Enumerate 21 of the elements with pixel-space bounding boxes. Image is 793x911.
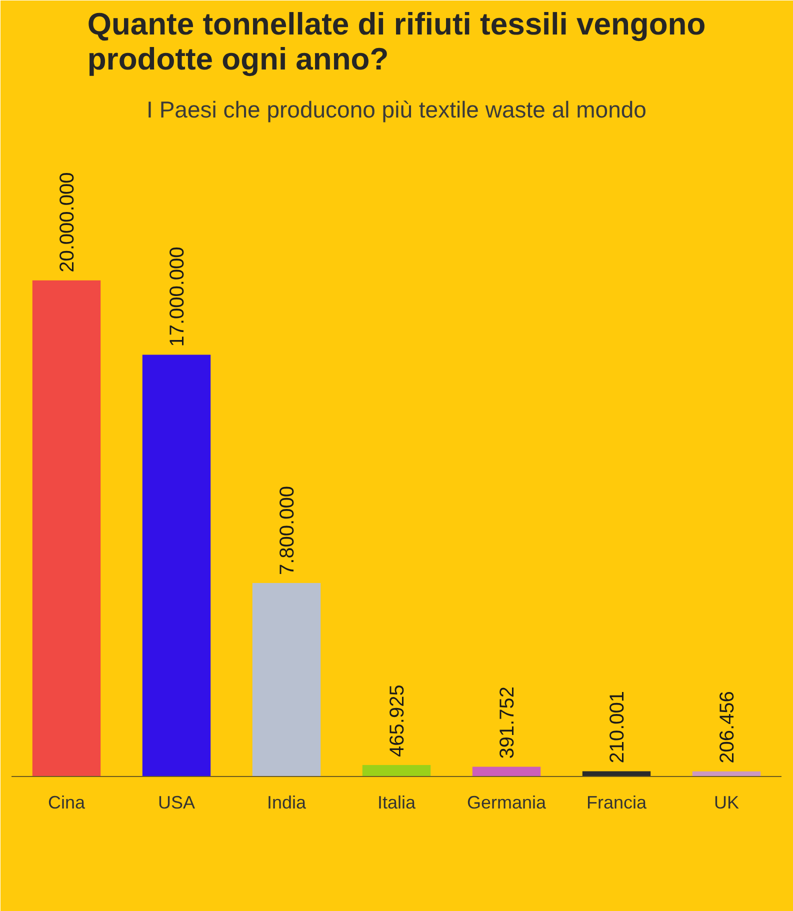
- data-label: 7.800.000: [276, 486, 298, 576]
- bar: [252, 583, 321, 776]
- data-label: 210.001: [606, 690, 628, 764]
- x-tick-label: India: [266, 792, 308, 812]
- x-tick-label: UK: [714, 792, 740, 812]
- data-label: 391.752: [496, 686, 518, 759]
- data-label: 465.925: [386, 684, 408, 757]
- chart-title: Quante tonnellate di rifiuti tessili vengono prodotte ogni anno?: [87, 6, 706, 76]
- chart-subtitle: I Paesi che producono più textile waste al mondo: [146, 96, 646, 122]
- x-tick-label: Cina: [48, 792, 86, 812]
- bar: [472, 766, 541, 776]
- x-tick-label: USA: [158, 792, 196, 812]
- x-tick-label: Francia: [586, 792, 648, 812]
- x-tick-label: Germania: [466, 792, 548, 812]
- x-tick-label: Italia: [377, 792, 416, 812]
- data-label: 20.000.000: [56, 172, 78, 272]
- bar: [142, 354, 211, 776]
- bar: [362, 764, 431, 776]
- bar: [32, 280, 101, 776]
- data-label: 17.000.000: [166, 246, 188, 347]
- data-label: 206.456: [716, 691, 738, 764]
